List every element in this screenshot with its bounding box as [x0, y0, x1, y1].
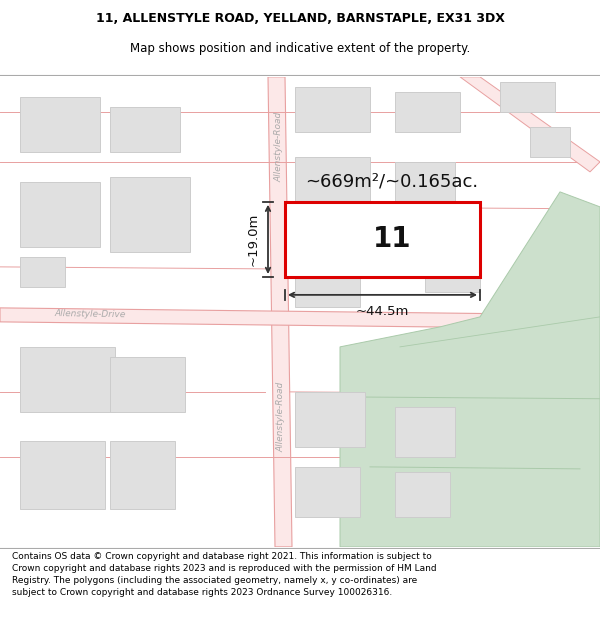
Text: ~44.5m: ~44.5m [356, 305, 409, 318]
Text: Allenstyle-Road: Allenstyle-Road [275, 112, 284, 182]
Polygon shape [268, 77, 292, 547]
Bar [110, 107, 180, 152]
Bar [395, 472, 450, 517]
Bar [295, 467, 360, 517]
Text: Contains OS data © Crown copyright and database right 2021. This information is : Contains OS data © Crown copyright and d… [12, 552, 437, 596]
Polygon shape [340, 192, 600, 547]
Bar [20, 441, 105, 509]
Bar [295, 157, 370, 217]
Text: 11: 11 [373, 226, 412, 253]
Bar [395, 407, 455, 457]
Bar [395, 162, 455, 217]
Text: Allenstyle-Road: Allenstyle-Road [277, 382, 286, 452]
Text: Allenstyle-Drive: Allenstyle-Drive [55, 309, 125, 319]
Text: ~19.0m: ~19.0m [247, 213, 260, 266]
Bar [20, 347, 115, 412]
Bar [110, 177, 190, 252]
Bar [425, 254, 480, 292]
Polygon shape [0, 308, 600, 329]
Bar [20, 182, 100, 247]
Text: Map shows position and indicative extent of the property.: Map shows position and indicative extent… [130, 42, 470, 54]
Bar [110, 441, 175, 509]
Bar [500, 82, 555, 112]
Bar [395, 92, 460, 132]
Bar [110, 357, 185, 412]
Bar [305, 219, 355, 264]
Bar [20, 97, 100, 152]
Text: 11, ALLENSTYLE ROAD, YELLAND, BARNSTAPLE, EX31 3DX: 11, ALLENSTYLE ROAD, YELLAND, BARNSTAPLE… [95, 12, 505, 25]
Text: ~669m²/~0.165ac.: ~669m²/~0.165ac. [305, 173, 478, 191]
Bar [295, 87, 370, 132]
Bar [295, 239, 360, 307]
Bar [285, 202, 480, 277]
Bar [295, 392, 365, 447]
Bar [20, 257, 65, 287]
Bar [530, 127, 570, 157]
Polygon shape [460, 77, 600, 172]
